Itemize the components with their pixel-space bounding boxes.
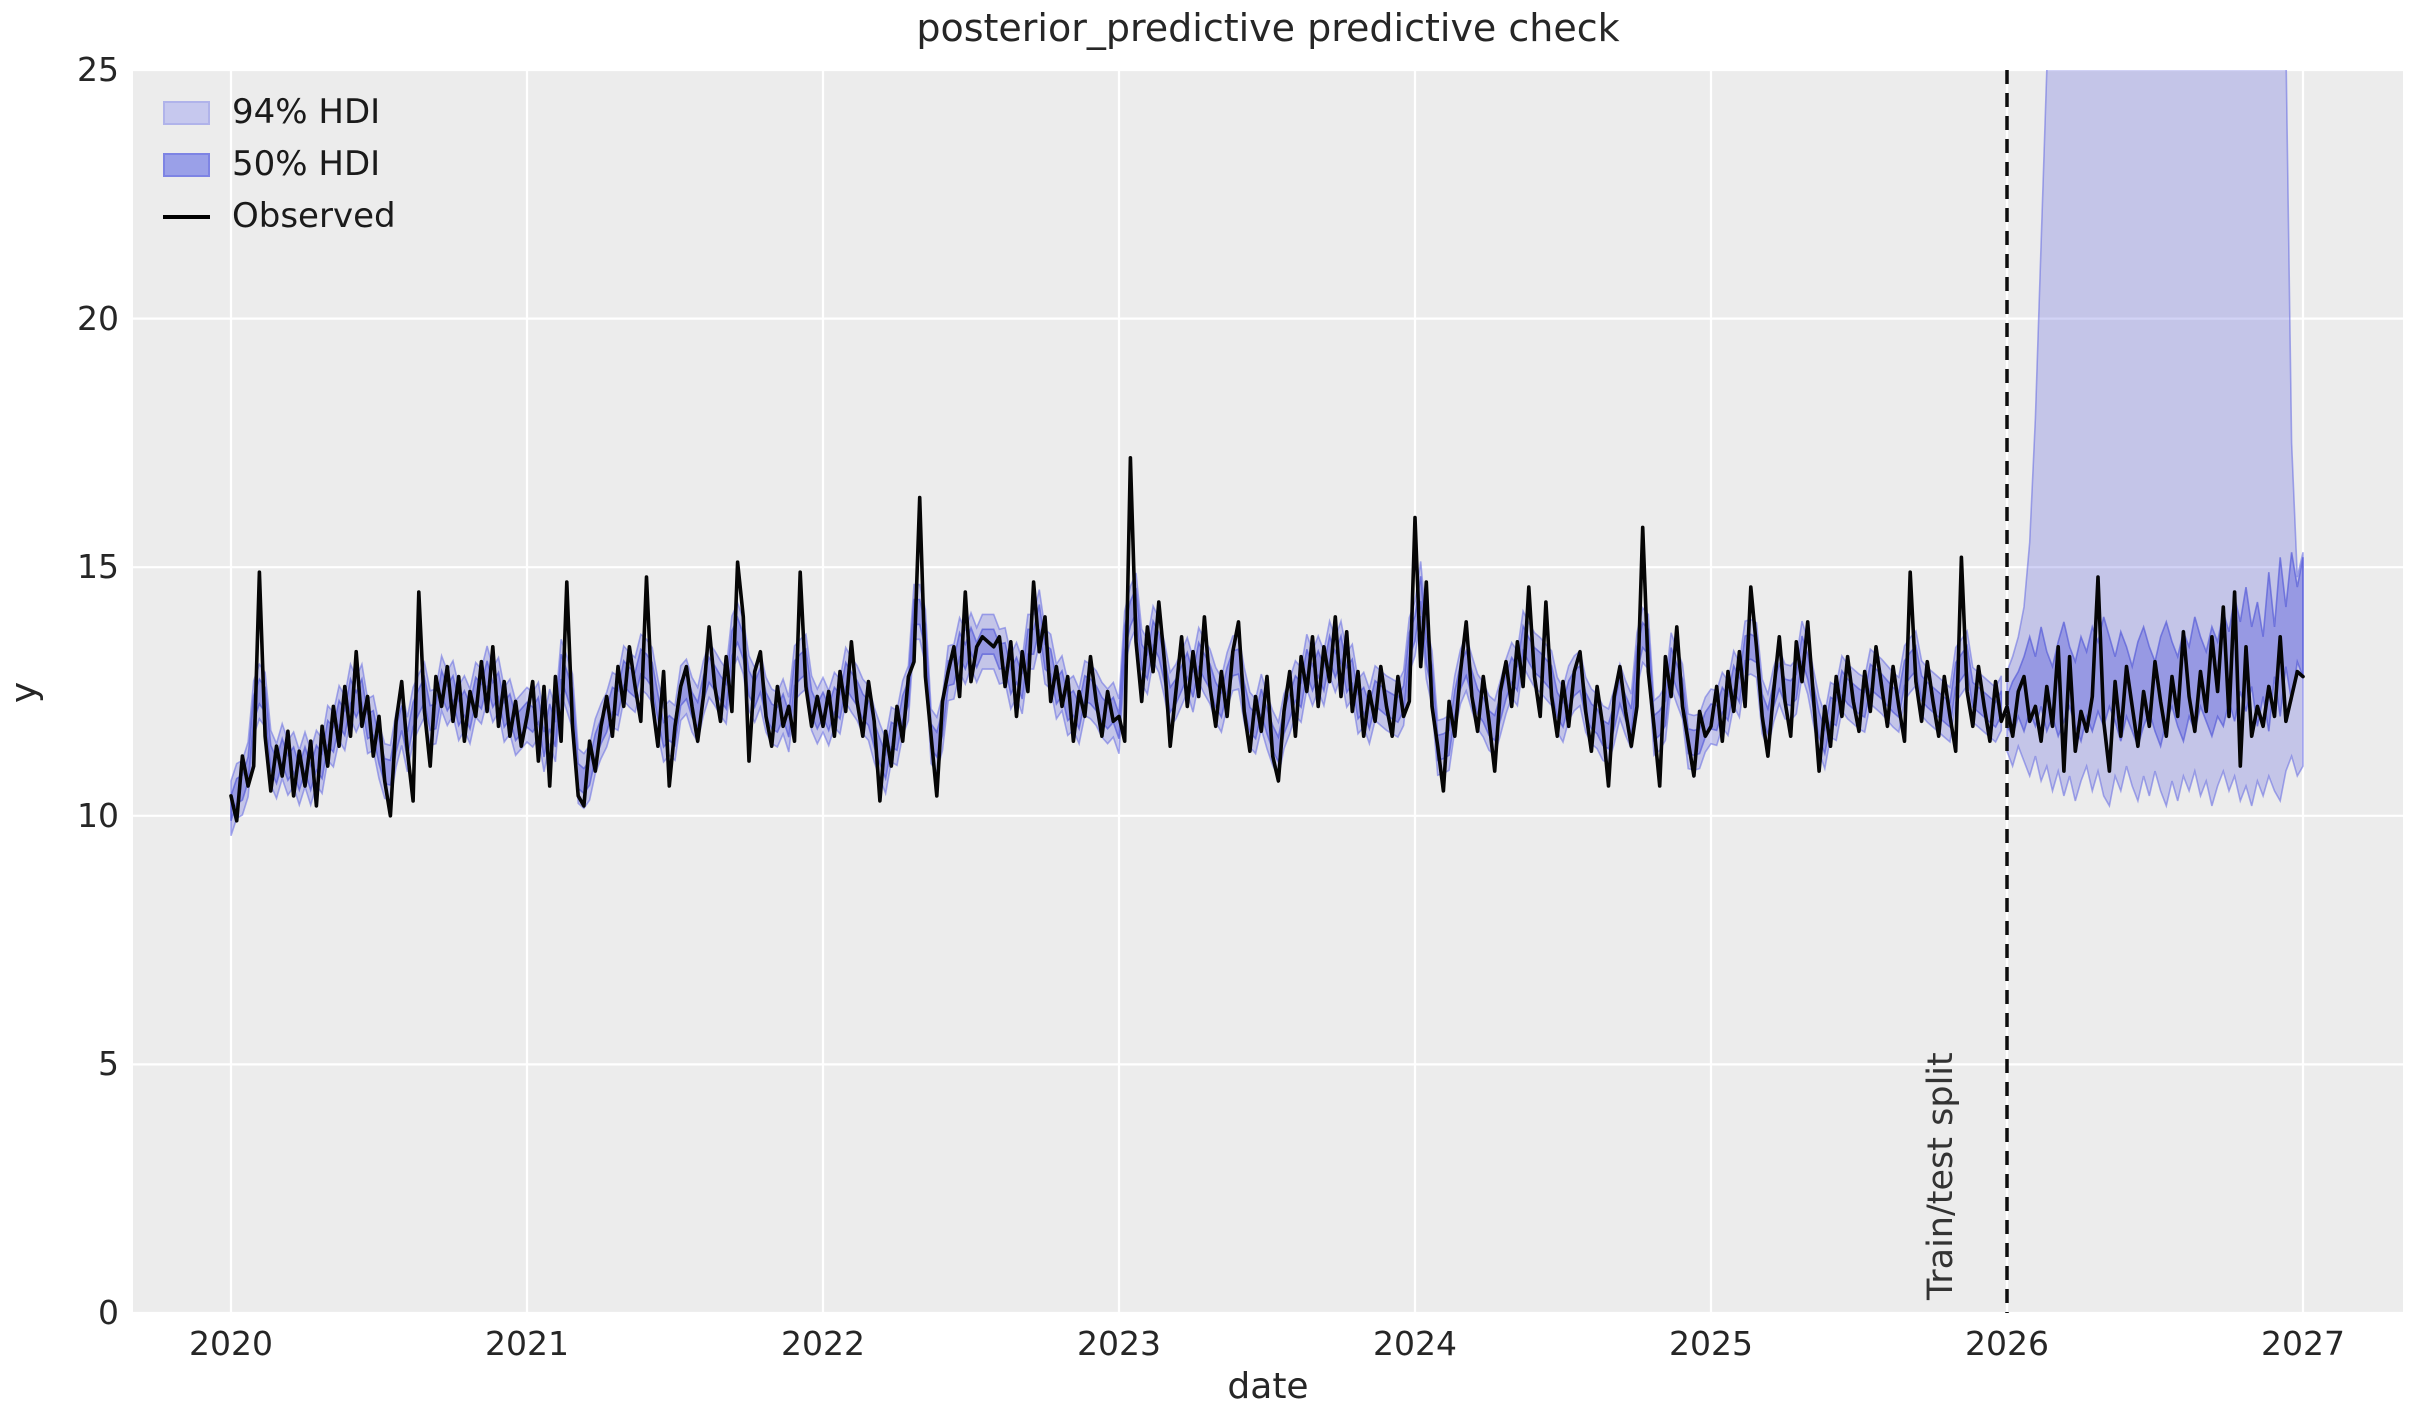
observed-line-swatch bbox=[163, 214, 210, 219]
x-axis-label: date bbox=[1227, 1366, 1309, 1407]
hdi-94-band-forecast bbox=[2006, 70, 2304, 809]
plot-area: 94% HDI 50% HDI Observed bbox=[133, 70, 2403, 1313]
train-test-split-label: Train/test split bbox=[1921, 1052, 1961, 1300]
y-tick-label: 15 bbox=[77, 547, 119, 587]
legend-label-observed: Observed bbox=[232, 196, 396, 236]
legend: 94% HDI 50% HDI Observed bbox=[163, 94, 396, 250]
x-tick-label: 2026 bbox=[1964, 1324, 2049, 1363]
chart-title: posterior_predictive predictive check bbox=[916, 6, 1620, 50]
chart-svg bbox=[133, 70, 2403, 1313]
y-tick-label: 0 bbox=[98, 1293, 119, 1332]
legend-item-94-hdi: 94% HDI bbox=[163, 94, 396, 131]
x-tick-label: 2020 bbox=[188, 1324, 273, 1363]
hdi-50-swatch bbox=[163, 152, 210, 177]
legend-label-94-hdi: 94% HDI bbox=[232, 92, 381, 132]
x-tick-label: 2023 bbox=[1076, 1324, 1161, 1363]
y-tick-label: 20 bbox=[77, 298, 119, 338]
y-tick-label: 25 bbox=[77, 50, 119, 89]
y-tick-label: 5 bbox=[98, 1044, 119, 1084]
y-tick-label: 10 bbox=[77, 795, 119, 835]
legend-item-50-hdi: 50% HDI bbox=[163, 146, 396, 183]
x-tick-label: 2021 bbox=[484, 1324, 569, 1363]
x-tick-label: 2024 bbox=[1372, 1324, 1457, 1363]
x-tick-label: 2027 bbox=[2260, 1324, 2345, 1363]
observed-line bbox=[229, 456, 2305, 823]
legend-label-50-hdi: 50% HDI bbox=[232, 144, 381, 184]
y-axis-label: y bbox=[3, 681, 45, 704]
legend-item-observed: Observed bbox=[163, 198, 396, 235]
hdi-94-band-insample bbox=[230, 561, 2003, 836]
x-tick-label: 2025 bbox=[1668, 1324, 1753, 1363]
hdi-94-swatch bbox=[163, 100, 210, 125]
x-tick-label: 2022 bbox=[780, 1324, 865, 1363]
